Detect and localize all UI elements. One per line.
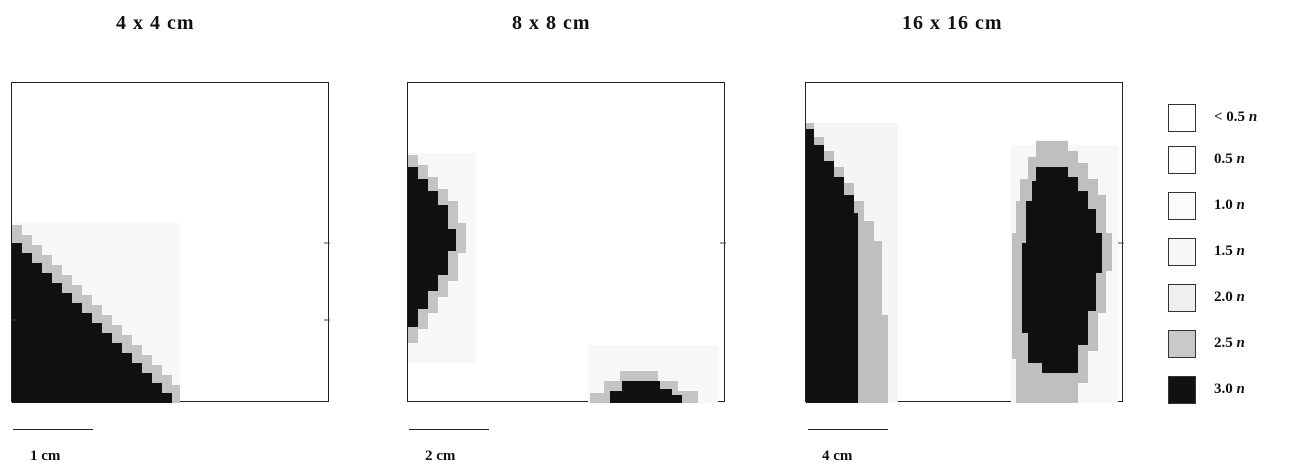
high-dose-region: [1022, 167, 1102, 373]
scale-label-8cm: 2 cm: [425, 448, 456, 464]
legend-label: 1.5 n: [1214, 243, 1245, 260]
dose-map-4cm: [12, 223, 330, 403]
legend-swatch: [1168, 330, 1196, 358]
legend-label: 2.5 n: [1214, 335, 1245, 352]
legend-item: 2.5 n: [1168, 330, 1288, 358]
dose-map-16cm: [806, 123, 1124, 403]
legend-item: < 0.5 n: [1168, 104, 1288, 132]
legend-unit: n: [1236, 289, 1245, 305]
legend-swatch: [1168, 284, 1196, 312]
legend-item: 0.5 n: [1168, 146, 1288, 174]
legend-value: 3.0: [1214, 381, 1233, 397]
scale-label-4cm: 1 cm: [30, 448, 61, 464]
legend-swatch: [1168, 238, 1196, 266]
legend-item: 1.5 n: [1168, 238, 1288, 266]
legend-label: 0.5 n: [1214, 151, 1245, 168]
panel-title-8cm: 8 x 8 cm: [512, 12, 591, 34]
legend-value: 1.5: [1214, 243, 1233, 259]
legend-value: 0.5: [1214, 151, 1233, 167]
scale-bar-4cm: [13, 429, 93, 430]
legend-item: 2.0 n: [1168, 284, 1288, 312]
high-dose-region: [610, 381, 682, 403]
legend-value: 2.5: [1214, 335, 1233, 351]
dose-map-panel-8cm: [407, 82, 726, 403]
legend-unit: n: [1236, 243, 1245, 259]
legend-unit: n: [1248, 109, 1258, 125]
legend-value: 1.0: [1214, 197, 1233, 213]
legend-unit: n: [1236, 197, 1245, 213]
legend-swatch: [1168, 376, 1196, 404]
legend-swatch: [1168, 192, 1196, 220]
legend-item: 3.0 n: [1168, 376, 1288, 404]
scale-bar-8cm: [409, 429, 489, 430]
legend-label: 3.0 n: [1214, 381, 1245, 398]
dose-map-panel-4cm: [11, 82, 330, 403]
legend-value: < 0.5: [1214, 109, 1246, 125]
legend-value: 2.0: [1214, 289, 1233, 305]
high-dose-region: [408, 167, 456, 327]
legend-label: 2.0 n: [1214, 289, 1245, 306]
legend-swatch: [1168, 104, 1196, 132]
legend-unit: n: [1236, 335, 1245, 351]
legend-unit: n: [1236, 151, 1245, 167]
high-dose-region: [806, 129, 858, 403]
legend-label: 1.0 n: [1214, 197, 1245, 214]
scale-bar-16cm: [808, 429, 888, 430]
scale-label-16cm: 4 cm: [822, 448, 853, 464]
high-dose-region: [12, 243, 172, 403]
legend-swatch: [1168, 146, 1196, 174]
panel-title-16cm: 16 x 16 cm: [902, 12, 1003, 34]
legend-item: 1.0 n: [1168, 192, 1288, 220]
legend-label: < 0.5 n: [1214, 109, 1257, 126]
dose-map-panel-16cm: [805, 82, 1124, 403]
dose-map-8cm: [408, 153, 726, 403]
panel-title-4cm: 4 x 4 cm: [116, 12, 195, 34]
legend-unit: n: [1236, 381, 1245, 397]
